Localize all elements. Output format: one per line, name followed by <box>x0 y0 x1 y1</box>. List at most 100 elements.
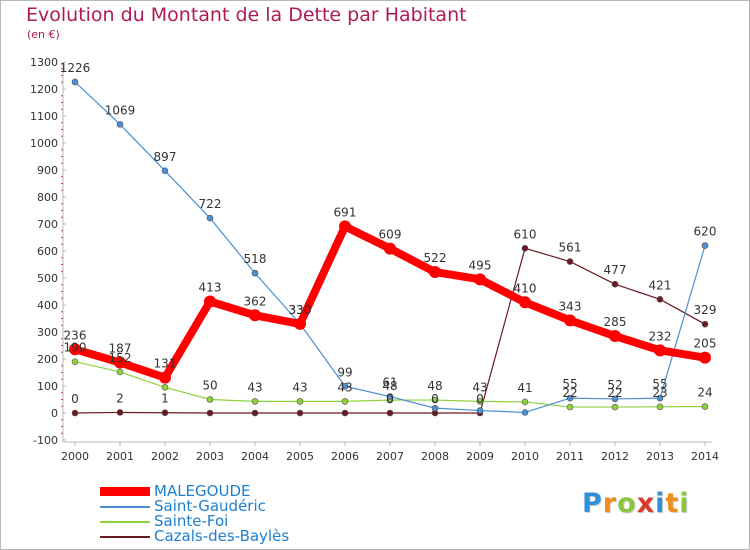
logo-letter: t <box>665 488 680 519</box>
data-label: 610 <box>514 227 537 241</box>
x-tick-label: 2003 <box>196 450 224 463</box>
data-point <box>251 398 259 405</box>
data-point <box>611 280 619 288</box>
data-point <box>296 398 304 405</box>
legend-item: Sainte-Foi <box>100 514 289 529</box>
data-label: 0 <box>386 392 394 406</box>
legend-item: MALEGOUDE <box>100 484 289 499</box>
x-tick-label: 2013 <box>646 450 674 463</box>
logo-letter: o <box>617 488 637 519</box>
data-point <box>69 343 81 356</box>
y-tick-label: 0 <box>51 407 58 420</box>
data-label: 48 <box>427 379 442 393</box>
legend-swatch <box>100 484 150 499</box>
legend-swatch <box>100 499 150 514</box>
y-tick-label: 900 <box>37 164 58 177</box>
data-label: 55 <box>652 377 667 391</box>
data-point <box>251 409 259 417</box>
data-point <box>564 314 576 327</box>
y-tick-label: 100 <box>37 380 58 393</box>
data-point <box>116 121 124 128</box>
data-point <box>521 398 529 406</box>
data-point <box>521 245 529 252</box>
legend-label: MALEGOUDE <box>154 482 251 500</box>
data-point <box>159 371 171 384</box>
data-label: 205 <box>694 337 717 351</box>
data-label: 61 <box>382 376 397 390</box>
data-label: 152 <box>109 351 132 365</box>
x-tick-label: 2009 <box>466 450 494 463</box>
data-label: 99 <box>337 365 352 379</box>
data-point <box>339 220 351 233</box>
y-tick-label: 700 <box>37 218 58 231</box>
data-label: 2 <box>116 391 124 405</box>
data-label: 55 <box>562 377 577 391</box>
y-tick-label: 300 <box>37 326 58 339</box>
data-label: 22 <box>562 386 577 400</box>
y-tick-label: 1300 <box>30 56 58 69</box>
data-point <box>161 384 169 391</box>
x-tick-label: 2007 <box>376 450 404 463</box>
data-label: 343 <box>559 299 582 313</box>
data-point <box>611 403 619 411</box>
data-point <box>519 296 531 309</box>
data-label: 0 <box>431 392 439 406</box>
data-label: 620 <box>694 225 717 239</box>
x-tick-label: 2010 <box>511 450 539 463</box>
x-tick-label: 2000 <box>61 450 89 463</box>
legend-label: Cazals-des-Baylès <box>154 527 290 545</box>
y-tick-label: 200 <box>37 353 58 366</box>
data-point <box>611 395 619 403</box>
data-label: 131 <box>154 357 177 371</box>
x-tick-label: 2011 <box>556 450 584 463</box>
data-point <box>294 317 306 330</box>
data-label: 362 <box>244 294 267 308</box>
x-tick-label: 2008 <box>421 450 449 463</box>
data-point <box>656 296 664 303</box>
data-point <box>386 393 394 400</box>
data-point <box>161 409 169 417</box>
legend-label: Sainte-Foi <box>154 512 229 530</box>
data-label: 413 <box>199 280 222 294</box>
data-label: 495 <box>469 258 492 272</box>
data-point <box>251 269 259 277</box>
data-point <box>386 409 394 417</box>
proxiti-logo: Proxiti <box>582 488 690 519</box>
logo-letter: r <box>602 488 618 519</box>
data-label: 691 <box>334 205 357 219</box>
data-point <box>699 351 711 364</box>
data-point <box>521 409 529 416</box>
data-label: 609 <box>379 228 402 242</box>
data-label: 24 <box>697 386 712 400</box>
data-label: 187 <box>109 342 132 356</box>
data-label: 518 <box>244 252 267 266</box>
data-point <box>161 167 169 175</box>
data-label: 43 <box>247 380 262 394</box>
chart-title: Evolution du Montant de la Dette par Hab… <box>26 4 467 26</box>
legend-swatch <box>100 529 150 544</box>
data-point <box>566 394 574 402</box>
data-label: 897 <box>154 150 177 164</box>
data-label: 236 <box>64 328 87 342</box>
data-point <box>341 398 349 405</box>
data-label: 43 <box>337 380 352 394</box>
data-label: 0 <box>476 392 484 406</box>
data-point <box>341 382 349 390</box>
data-point <box>656 403 664 411</box>
data-point <box>249 309 261 322</box>
data-label: 43 <box>472 380 487 394</box>
legend-item: Saint-Gaudéric <box>100 499 289 514</box>
y-tick-label: 500 <box>37 272 58 285</box>
data-point <box>566 403 574 411</box>
data-point <box>384 242 396 255</box>
y-tick-label: 800 <box>37 191 58 204</box>
logo-letter: i <box>655 488 666 519</box>
logo-letter: x <box>636 488 656 519</box>
x-tick-label: 2002 <box>151 450 179 463</box>
chart-unit-label: (en €) <box>27 28 60 41</box>
data-point <box>71 78 79 86</box>
data-label: 50 <box>202 379 217 393</box>
x-tick-label: 2001 <box>106 450 134 463</box>
